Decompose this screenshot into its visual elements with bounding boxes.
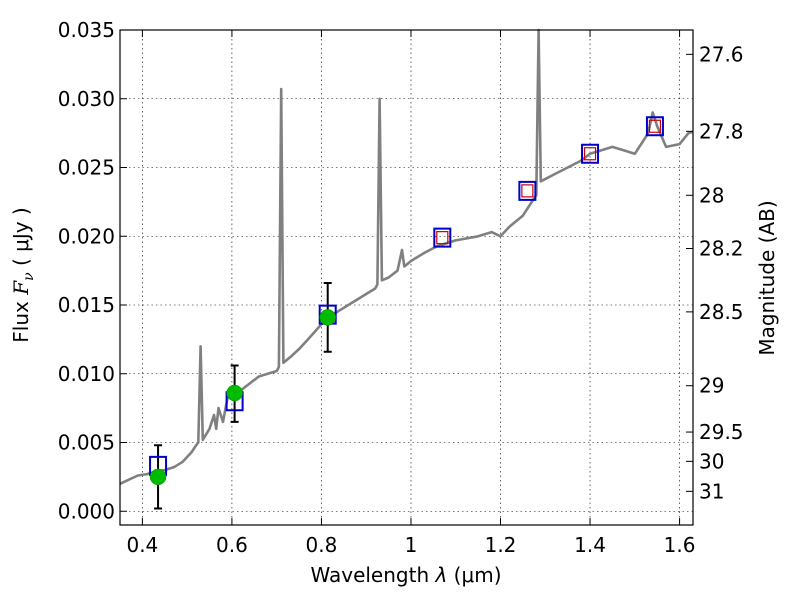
x-tick-label: 0.4: [126, 533, 158, 557]
right-axis-label: Magnitude (AB): [755, 200, 779, 355]
y-tick-label: 0.015: [58, 293, 115, 317]
x-tick-label: 1.2: [485, 533, 517, 557]
photometry-square-marker: [436, 231, 449, 245]
model-square-marker: [518, 180, 537, 201]
right-tick-label: 30: [699, 449, 724, 473]
y-tick-label: 0.020: [58, 224, 115, 248]
photometry-square-marker: [648, 119, 662, 133]
model-square-marker: [581, 143, 600, 164]
observed-circle-marker: [319, 309, 336, 326]
x-ticks: 0.4 0.6 0.8 1 1.2 1.4 1.6: [126, 30, 695, 557]
x-tick-label: 0.8: [306, 533, 338, 557]
right-tick-label: 28.2: [699, 236, 744, 260]
spectrum-curve: [119, 28, 694, 485]
right-tick-label: 29: [699, 374, 724, 398]
model-square-marker: [433, 227, 452, 248]
spectrum-line: [119, 28, 694, 485]
y-ticks: 0.000 0.005 0.010 0.015 0.020 0.025 0.030 0.035: [58, 18, 127, 523]
right-ticks: 27.6 27.8 28 28.2 28.5 29 29.5 30 31: [686, 42, 744, 503]
photometry-square-marker: [521, 184, 534, 198]
observed-circle-marker: [226, 384, 243, 402]
y-tick-label: 0.030: [58, 87, 115, 111]
y-axis-label: Flux Fν ( μJy ): [9, 207, 37, 342]
y-tick-label: 0.005: [58, 431, 115, 455]
y-tick-label: 0.000: [58, 499, 115, 523]
right-tick-label: 28: [699, 183, 724, 207]
y-tick-label: 0.035: [58, 18, 115, 42]
right-tick-label: 29.5: [699, 420, 744, 444]
observed-circle-marker: [149, 468, 167, 486]
plot-frame: [119, 29, 694, 526]
y-tick-label: 0.025: [58, 156, 115, 180]
x-tick-label: 1: [405, 533, 418, 557]
y-tick-label: 0.010: [58, 362, 115, 386]
grid: [120, 29, 693, 525]
x-tick-label: 1.6: [664, 533, 696, 557]
right-tick-label: 27.8: [699, 119, 744, 143]
right-tick-label: 31: [699, 479, 724, 503]
x-tick-label: 1.4: [574, 533, 606, 557]
right-tick-label: 28.5: [699, 300, 744, 324]
right-tick-label: 27.6: [699, 42, 744, 66]
x-tick-label: 0.6: [216, 533, 248, 557]
photometry-square-marker: [583, 147, 597, 161]
model-square-marker: [645, 116, 664, 137]
photometry-markers: [149, 116, 664, 486]
x-axis-label: Wavelength λ (μm): [310, 563, 501, 587]
